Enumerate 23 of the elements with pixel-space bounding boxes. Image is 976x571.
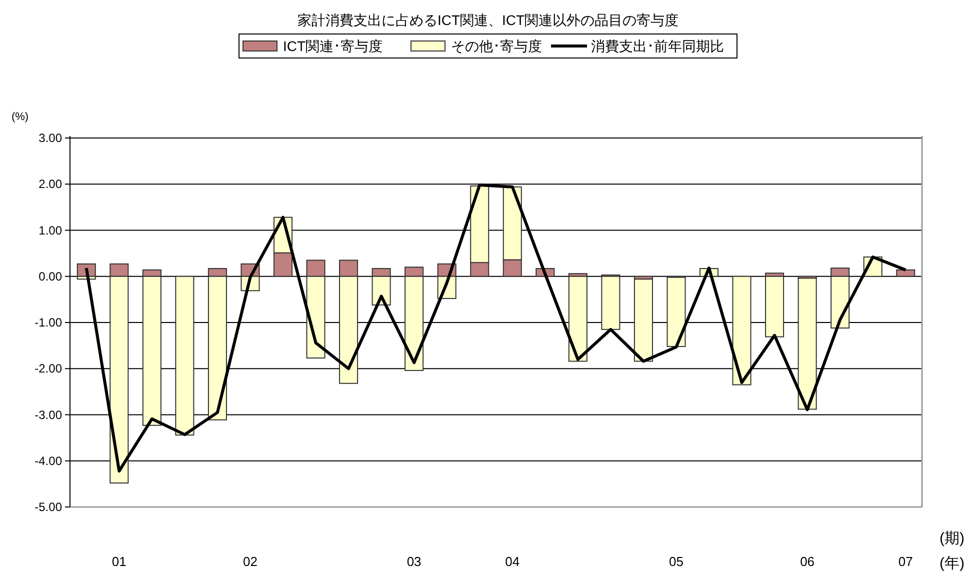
y-tick-label: 0.00 (38, 269, 62, 284)
x-tick-label: 01 (112, 554, 126, 569)
y-tick-label: -3.00 (34, 408, 62, 422)
y-tick-label: -2.00 (34, 362, 62, 376)
y-tick-label: -1.00 (34, 316, 62, 330)
y-tick-label: 3.00 (38, 131, 62, 145)
x-tick-label: 04 (505, 554, 520, 569)
legend-label: その他･寄与度 (451, 38, 542, 54)
legend-label: 消費支出･前年同期比 (591, 38, 724, 54)
y-tick-label: -5.00 (34, 500, 62, 514)
y-tick-label: 2.00 (38, 177, 62, 192)
x-tick-label: 07 (898, 554, 913, 569)
chart-title: 家計消費支出に占めるICT関連、ICT関連以外の品目の寄与度 (297, 12, 679, 28)
x-tick-label: 06 (800, 554, 815, 569)
x-tick-label: 03 (406, 554, 422, 569)
y-tick-label: -4.00 (34, 454, 62, 468)
x-tick-label: 05 (668, 554, 684, 569)
legend-label: ICT関連･寄与度 (283, 38, 383, 54)
y-tick-label: 1.00 (38, 223, 62, 238)
x-tick-label: 02 (242, 554, 258, 569)
text: (期) (940, 530, 964, 547)
y-axis-title: (%) (11, 111, 29, 123)
text: (年) (940, 555, 964, 571)
